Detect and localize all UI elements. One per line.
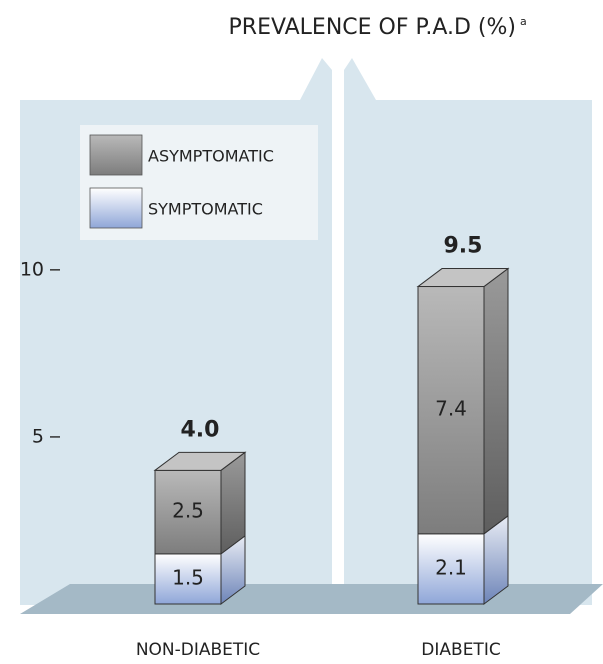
floor [20,584,603,614]
bar-top [416,268,510,288]
bar-segment-side [483,267,509,535]
legend-swatch [89,187,143,229]
legend-label: SYMPTOMATIC [148,200,263,219]
y-tick-label: 5 [32,425,44,447]
total-label: 9.5 [444,234,483,259]
bar-segment [417,286,485,535]
bar-segment [154,469,222,555]
segment-label: 2.5 [172,499,204,523]
y-tick-label: 10 [20,258,44,280]
bar-top [153,451,247,471]
segment-label: 7.4 [435,397,467,421]
segment-label: 1.5 [172,565,204,589]
legend-label: ASYMPTOMATIC [148,147,274,166]
bar-segment [154,553,222,605]
x-tick-label: NON-DIABETIC [136,640,260,660]
total-label: 4.0 [181,417,220,442]
title-note: a [520,15,527,28]
legend-swatch [89,134,143,176]
chart-title: PREVALENCE OF P.A.D (%) [229,15,516,40]
x-tick-label: DIABETIC [421,640,500,660]
segment-label: 2.1 [435,555,467,579]
